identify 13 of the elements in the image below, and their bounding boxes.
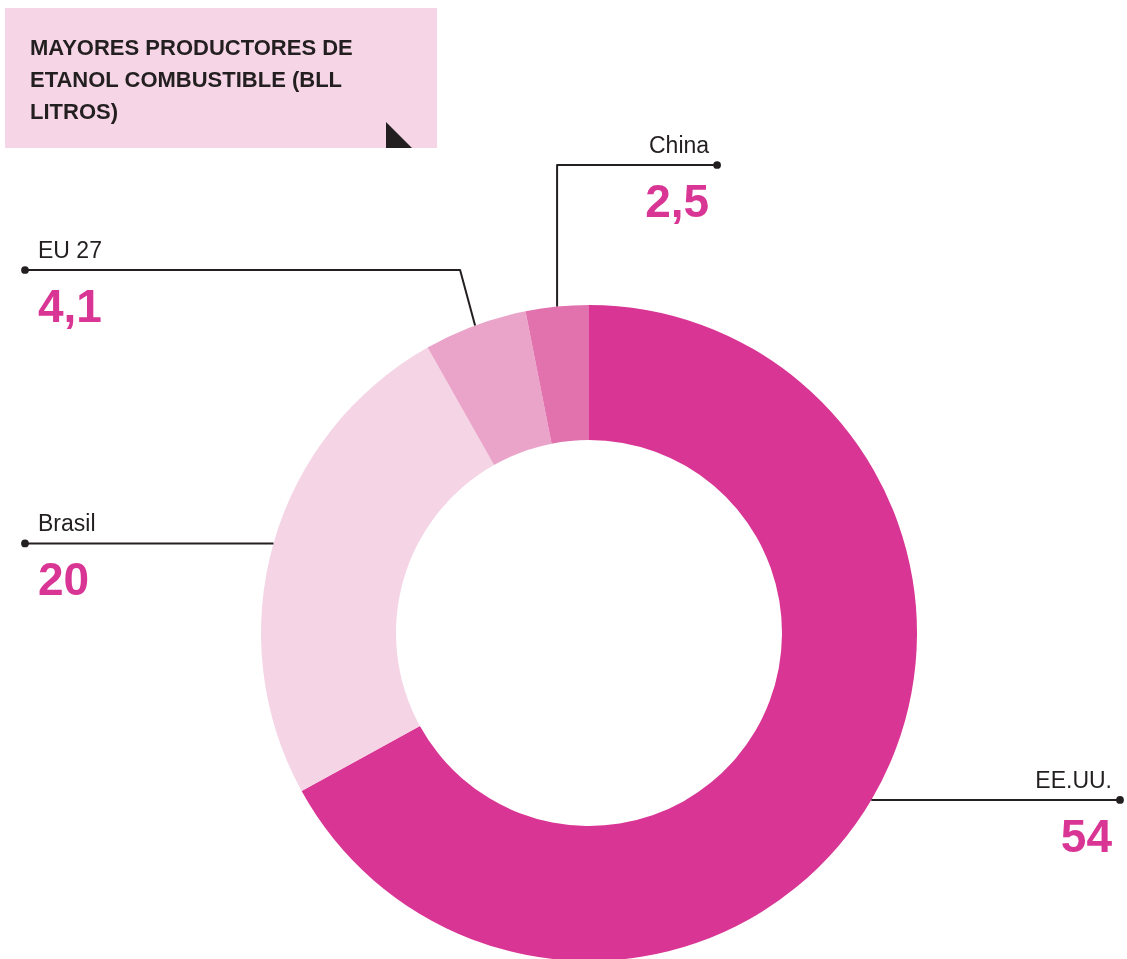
data-label: 4,1 <box>38 280 102 332</box>
slice-label: China <box>648 132 710 158</box>
data-label: 54 <box>1060 809 1113 862</box>
data-label: 20 <box>38 553 90 606</box>
slice-label: Brasil <box>38 510 96 537</box>
data-label: 2,5 <box>645 175 710 227</box>
slice-label: EE.UU. <box>1035 766 1112 793</box>
chart-title: MAYORES PRODUCTORES DE ETANOL COMBUSTIBLE (BLL LITROS) <box>5 8 437 148</box>
donut-slice <box>261 347 495 792</box>
donut-slice <box>301 305 917 959</box>
donut-slice <box>427 311 552 465</box>
donut-slice <box>525 305 589 444</box>
slice-label: EU 27 <box>38 237 102 263</box>
